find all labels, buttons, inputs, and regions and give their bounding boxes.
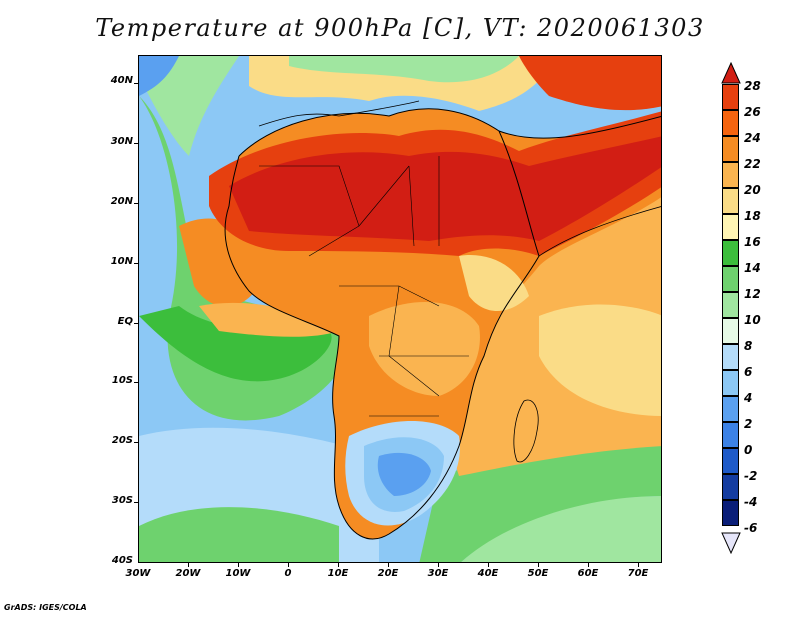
- lon-label-0: 0: [284, 568, 292, 579]
- gulf-of-guinea-warm: [199, 302, 339, 337]
- lon-tick: [438, 562, 439, 567]
- atlantic-green-band-dark: [139, 306, 332, 382]
- colorbar-box: [722, 344, 739, 370]
- colorbar-label-12: 12: [744, 287, 761, 301]
- lat-tick: [134, 502, 139, 503]
- lon-tick: [588, 562, 589, 567]
- footer-credit: GrADS: IGES/COLA: [4, 603, 87, 612]
- madagascar: [513, 399, 539, 463]
- lat-label-40s: 40S: [111, 555, 133, 566]
- colorbar-label-8: 8: [744, 339, 753, 353]
- colorbar-box: [722, 136, 739, 162]
- indian-ocean-mild-zone: [539, 304, 661, 416]
- lon-label-30w: 30W: [125, 568, 151, 579]
- arabia-coastline: [538, 206, 661, 257]
- colorbar-label-24: 24: [744, 131, 761, 145]
- north-atlantic-light-green: [139, 56, 239, 156]
- lat-tick: [134, 83, 139, 84]
- temperature-map: [138, 55, 662, 563]
- lon-label-20w: 20W: [175, 568, 201, 579]
- colorbar-bottom-arrow: [721, 532, 741, 554]
- colorbar-label-10: 10: [744, 313, 761, 327]
- sahara-hottest-core: [229, 136, 661, 241]
- lat-tick: [134, 143, 139, 144]
- country-borders: [259, 156, 469, 417]
- lon-tick: [338, 562, 339, 567]
- lon-label-60e: 60E: [577, 568, 599, 579]
- lon-tick: [238, 562, 239, 567]
- colorbar-label-neg4: -4: [744, 495, 758, 509]
- colorbar-label-14: 14: [744, 261, 761, 275]
- lon-tick: [638, 562, 639, 567]
- colorbar-box: [722, 84, 739, 110]
- africa-coastline: [224, 108, 661, 540]
- colorbar-box: [722, 240, 739, 266]
- lat-label-10s: 10S: [111, 375, 133, 386]
- colorbar-label-2: 2: [744, 417, 753, 431]
- lon-tick: [388, 562, 389, 567]
- lat-tick: [134, 203, 139, 204]
- colorbar-label-6: 6: [744, 365, 753, 379]
- map-canvas: [139, 56, 661, 562]
- lat-label-eq: EQ: [117, 316, 133, 327]
- lon-tick: [538, 562, 539, 567]
- lon-label-10w: 10W: [225, 568, 251, 579]
- lat-label-20n: 20N: [110, 196, 133, 207]
- lon-tick: [188, 562, 189, 567]
- lat-label-30n: 30N: [110, 136, 133, 147]
- europe-cool-zone: [289, 56, 519, 83]
- lat-label-40n: 40N: [110, 75, 133, 86]
- colorbar-box: [722, 448, 739, 474]
- mediterranean-coastline: [258, 100, 420, 127]
- lat-tick: [134, 442, 139, 443]
- middle-east-hot-zone: [519, 56, 661, 111]
- colorbar-box: [722, 396, 739, 422]
- lat-tick: [134, 323, 139, 324]
- lat-tick: [134, 382, 139, 383]
- map-title: Temperature at 900hPa [C], VT: 202006130…: [95, 14, 705, 42]
- lon-label-70e: 70E: [627, 568, 649, 579]
- colorbar-label-neg2: -2: [744, 469, 758, 483]
- colorbar-box: [722, 474, 739, 500]
- colorbar-box: [722, 110, 739, 136]
- colorbar-label-26: 26: [744, 105, 761, 119]
- southern-africa-coldest: [377, 452, 431, 496]
- lat-tick: [134, 263, 139, 264]
- colorbar-label-16: 16: [744, 235, 761, 249]
- lon-label-30e: 30E: [427, 568, 449, 579]
- colorbar-top-arrow: [721, 62, 741, 84]
- lon-label-10e: 10E: [327, 568, 349, 579]
- lat-label-10n: 10N: [110, 256, 133, 267]
- colorbar-box: [722, 292, 739, 318]
- colorbar-box: [722, 162, 739, 188]
- colorbar-label-neg6: -6: [744, 521, 758, 535]
- colorbar-label-4: 4: [744, 391, 753, 405]
- colorbar-box: [722, 214, 739, 240]
- indian-ocean-south-band: [461, 496, 661, 562]
- lon-tick: [288, 562, 289, 567]
- lon-label-40e: 40E: [477, 568, 499, 579]
- colorbar-label-20: 20: [744, 183, 761, 197]
- colorbar-label-22: 22: [744, 157, 761, 171]
- colorbar-box: [722, 370, 739, 396]
- colorbar-box: [722, 188, 739, 214]
- colorbar-label-28: 28: [744, 79, 761, 93]
- lat-label-20s: 20S: [111, 435, 133, 446]
- colorbar-box: [722, 422, 739, 448]
- colorbar-label-18: 18: [744, 209, 761, 223]
- colorbar-box: [722, 500, 739, 526]
- lat-label-30s: 30S: [111, 495, 133, 506]
- north-atlantic-blue: [139, 56, 179, 96]
- lon-tick: [488, 562, 489, 567]
- colorbar-box: [722, 266, 739, 292]
- southern-green-band: [139, 507, 339, 562]
- central-africa-mild: [369, 302, 480, 396]
- colorbar-box: [722, 318, 739, 344]
- colorbar-label-0: 0: [744, 443, 753, 457]
- lon-label-50e: 50E: [527, 568, 549, 579]
- lon-label-20e: 20E: [377, 568, 399, 579]
